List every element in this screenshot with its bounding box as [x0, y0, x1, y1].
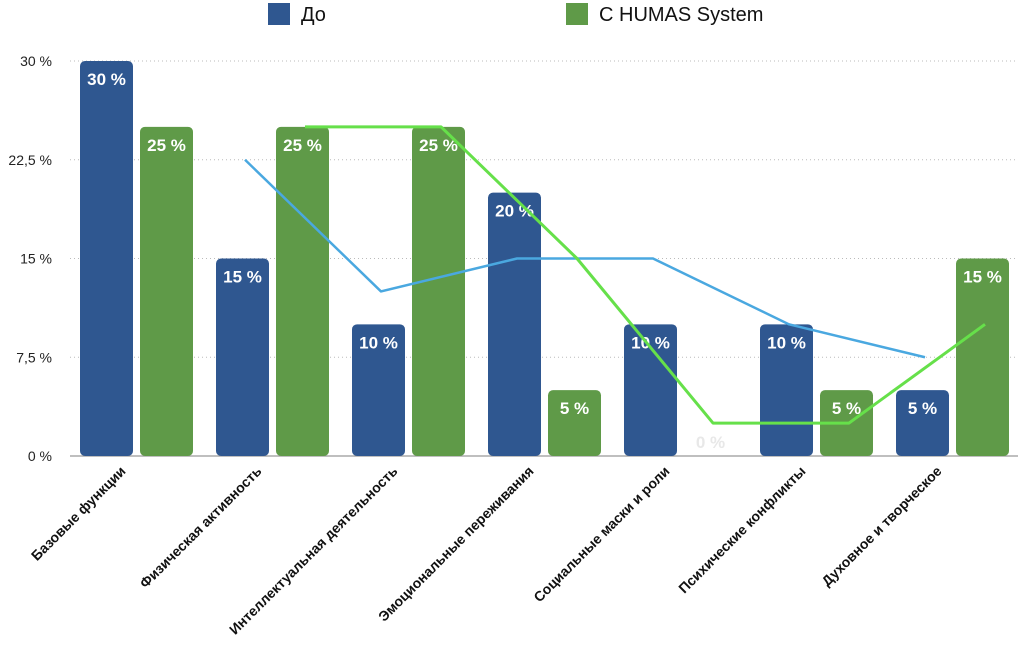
category-label: Интеллектуальная деятельность [226, 463, 401, 638]
bar-value-label: 15 % [963, 268, 1002, 287]
bar [412, 126, 465, 456]
y-tick-label: 15 % [20, 251, 52, 267]
bar-value-label: 10 % [767, 333, 806, 352]
legend-label: До [301, 4, 326, 26]
bar [548, 390, 601, 456]
bar-labels: 30 %25 %15 %25 %10 %25 %20 %5 %10 %0 %10… [87, 70, 1002, 452]
bar-value-label: 10 % [631, 333, 670, 352]
bar-value-label: 30 % [87, 70, 126, 89]
bar [80, 61, 133, 456]
bar [276, 126, 329, 456]
bar [624, 324, 677, 456]
trend-line [244, 158, 926, 359]
trend-lines [244, 125, 986, 425]
bar [896, 390, 949, 456]
bar-value-label: 5 % [560, 399, 589, 418]
category-label: Базовые функции [28, 463, 129, 564]
y-tick-label: 30 % [20, 53, 52, 69]
legend-label: С HUMAS System [599, 4, 763, 26]
bar-value-label: 15 % [223, 268, 262, 287]
trend-line [305, 125, 986, 425]
bar [352, 324, 405, 456]
category-labels: Базовые функции Физическая активностьИнте… [28, 463, 945, 638]
bar [216, 258, 269, 456]
category-label: Эмоциональные переживания [375, 463, 537, 625]
legend-swatch [566, 3, 588, 25]
bar-value-label: 25 % [419, 136, 458, 155]
category-label: Психические конфликты [675, 463, 808, 596]
bar-value-label: 25 % [147, 136, 186, 155]
category-label: Социальные маски и роли [530, 463, 672, 605]
bar-value-label: 5 % [908, 399, 937, 418]
y-tick-label: 7,5 % [16, 349, 52, 365]
y-tick-label: 0 % [28, 448, 52, 464]
bar [488, 192, 541, 456]
bar-value-label: 5 % [832, 399, 861, 418]
bar-value-label: 25 % [283, 136, 322, 155]
bar [956, 258, 1009, 456]
category-label: Духовное и творческое [818, 463, 944, 589]
category-label: Физическая активность [136, 463, 265, 592]
legend: До С HUMAS System [268, 3, 763, 26]
bar-value-label: 10 % [359, 333, 398, 352]
y-axis-tick-labels: 0 % 7,5 % 15 % 22,5 % 30 % [8, 53, 52, 464]
legend-swatch [268, 3, 290, 25]
y-tick-label: 22,5 % [8, 152, 52, 168]
bar [140, 126, 193, 456]
bar-value-label: 0 % [696, 433, 725, 452]
